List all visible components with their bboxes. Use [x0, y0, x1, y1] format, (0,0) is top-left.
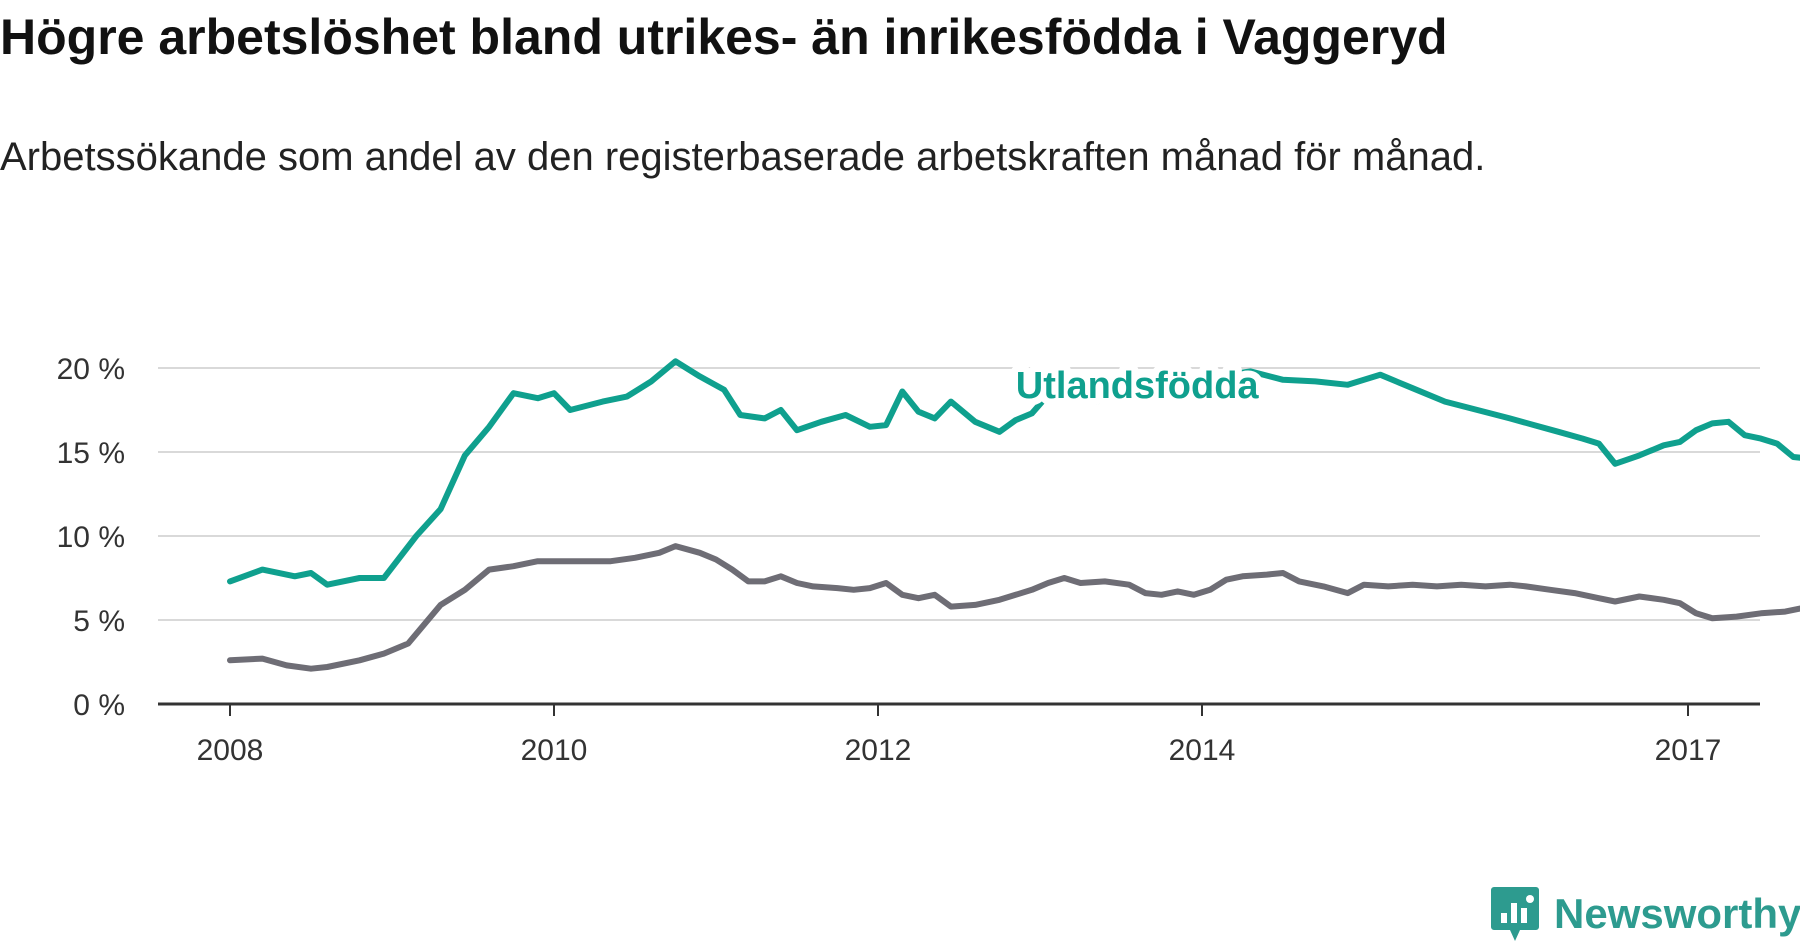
series-label-utlandsfodda: Utlandsfödda	[1016, 365, 1260, 407]
chart-subtitle: Arbetssökande som andel av den registerb…	[0, 135, 1486, 179]
x-tick-label: 2012	[845, 734, 912, 767]
series-line-total	[227, 543, 1800, 672]
y-tick-label: 10 %	[57, 521, 125, 554]
newsworthy-logo: Newsworthy	[1490, 885, 1800, 943]
x-tick-label: 2008	[197, 734, 264, 767]
series-label-halo: Utlandsfödda	[1016, 365, 1260, 407]
x-tick-label: 2017	[1655, 734, 1722, 767]
y-tick-label: 5 %	[73, 605, 125, 638]
y-tick-label: 0 %	[73, 689, 125, 722]
x-tick-label: 2010	[521, 734, 588, 767]
series-line-utlandsfodda	[227, 358, 1800, 588]
newsworthy-logo-icon	[1491, 887, 1539, 941]
chart-title: Högre arbetslöshet bland utrikes- än inr…	[0, 9, 1448, 65]
y-tick-label: 20 %	[57, 353, 125, 386]
x-tick-label: 2014	[1169, 734, 1236, 767]
newsworthy-logo-text: Newsworthy	[1554, 890, 1800, 937]
y-tick-label: 15 %	[57, 437, 125, 470]
